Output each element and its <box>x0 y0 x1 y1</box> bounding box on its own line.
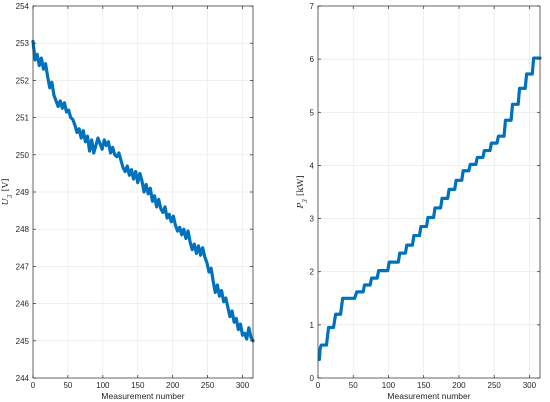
u3-y-axis-symbol: U <box>1 197 11 205</box>
p3-y-tick-label: 7 <box>310 2 315 11</box>
p3-y-tick-label: 0 <box>310 374 315 383</box>
p3-y-tick-label: 6 <box>310 55 315 64</box>
u3-y-tick-label: 250 <box>16 151 30 160</box>
p3-axes-frame <box>317 5 541 379</box>
u3-x-tick-label: 100 <box>96 381 110 390</box>
u3-y-tick-label: 247 <box>16 262 30 271</box>
u3-y-tick-label: 254 <box>16 2 30 11</box>
u3-y-axis-subscript: 3 <box>7 194 14 198</box>
u3-x-tick-label: 0 <box>31 381 36 390</box>
u3-y-tick-label: 246 <box>16 300 30 309</box>
p3-y-tick-label: 5 <box>310 108 315 117</box>
u3-y-tick-label: 249 <box>16 188 30 197</box>
p3-x-axis-label: Measurement number <box>387 391 470 401</box>
p3-y-axis-label: P3 [kW] <box>296 175 309 209</box>
u3-x-tick-label: 50 <box>63 381 72 390</box>
p3-y-axis-symbol: P <box>296 203 306 210</box>
u3-y-axis-label: U3 [V] <box>1 179 14 206</box>
u3-y-tick-label: 251 <box>16 114 30 123</box>
p3-x-tick-label: 300 <box>523 381 537 390</box>
p3-x-tick-label: 150 <box>417 381 431 390</box>
u3-x-tick-label: 250 <box>201 381 215 390</box>
u3-y-tick-label: 244 <box>16 374 30 383</box>
u3-y-axis-unit: [V] <box>1 179 11 192</box>
u3-y-tick-label: 245 <box>16 337 30 346</box>
p3-y-axis-subscript: 3 <box>302 199 309 203</box>
u3-y-tick-label: 253 <box>16 39 30 48</box>
chart-p3-power: 0 50 100 150 200 250 300 0 1 2 3 4 5 6 7 Measurement nu… <box>296 2 542 401</box>
u3-x-tick-label: 200 <box>166 381 180 390</box>
u3-series-line <box>31 39 255 343</box>
p3-y-axis-unit: [kW] <box>296 175 306 196</box>
p3-series-line <box>317 56 542 361</box>
chart-u3-voltage: 0 50 100 150 200 250 300 244 245 246 247 248 249 250 2… <box>1 2 255 401</box>
p3-y-tick-label: 4 <box>310 161 315 170</box>
p3-x-tick-label: 250 <box>488 381 502 390</box>
u3-y-tick-label: 252 <box>16 76 30 85</box>
u3-x-axis-label: Measurement number <box>101 391 184 401</box>
p3-plot-area <box>318 6 540 378</box>
p3-x-tick-label: 100 <box>382 381 396 390</box>
p3-y-tick-label: 2 <box>310 268 315 277</box>
u3-y-tick-label: 248 <box>16 225 30 234</box>
p3-x-tick-label: 0 <box>316 381 321 390</box>
p3-x-tick-label: 200 <box>452 381 466 390</box>
p3-y-tick-label: 1 <box>310 321 315 330</box>
p3-y-tick-label: 3 <box>310 215 315 224</box>
u3-x-tick-label: 150 <box>131 381 145 390</box>
u3-x-tick-label: 300 <box>236 381 250 390</box>
p3-x-tick-label: 50 <box>349 381 358 390</box>
